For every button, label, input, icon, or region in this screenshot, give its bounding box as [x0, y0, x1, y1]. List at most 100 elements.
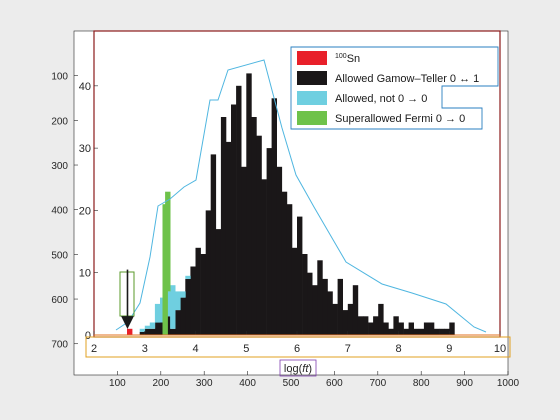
bar-s2-1: [165, 191, 171, 292]
bar-s0-31: [297, 216, 303, 335]
bar-s0-57: [428, 322, 435, 335]
bar-s0-29: [286, 204, 293, 335]
x-tick-label-2: 4: [192, 343, 198, 355]
bar-s0-11: [195, 247, 201, 335]
bar-s0-56: [423, 322, 430, 335]
bar-s0-34: [312, 285, 318, 335]
x2-tick-label-6: 700: [369, 378, 386, 389]
bar-s0-24: [261, 179, 267, 335]
bar-s1-9: [185, 275, 191, 279]
y-tick-label-4: 40: [79, 81, 91, 93]
bar-s0-61: [449, 322, 455, 335]
bar-s0-12: [200, 254, 206, 335]
bar-s0-13: [205, 210, 212, 335]
y2-tick-label-3: 400: [51, 206, 68, 217]
y2-tick-label-5: 600: [51, 295, 68, 306]
bars-layer: [127, 73, 455, 336]
legend-frame: [290, 46, 499, 130]
y2-tick-label-1: 200: [51, 116, 68, 127]
x2-tick-label-5: 600: [326, 378, 343, 389]
bar-s0-23: [256, 135, 262, 335]
legend-swatch-0: [297, 51, 327, 65]
bar-s0-36: [322, 278, 328, 335]
legend: 100Sn Allowed Gamow–Teller 0 ↔ 1 Allowed, …: [290, 46, 499, 130]
x-axis-band: [85, 336, 511, 358]
bar-s0-7: [175, 310, 181, 335]
legend-label-0: 100Sn: [335, 53, 360, 65]
y2-tick-label-6: 700: [51, 340, 68, 351]
x2-tick-label-8: 900: [456, 378, 473, 389]
bar-s0-3: [154, 322, 161, 335]
bar-s0-8: [180, 297, 186, 335]
bar-s0-48: [383, 322, 389, 335]
bar-s0-35: [317, 260, 323, 336]
x2-tick-label-9: 1000: [497, 378, 520, 389]
bar-s0-44: [363, 316, 369, 335]
bar-s1-7: [175, 291, 181, 311]
bar-s0-26: [271, 98, 277, 335]
legend-label-2: Allowed, not 0 → 0: [335, 93, 427, 105]
bar-s0-16: [220, 117, 227, 335]
bar-s0-52: [403, 328, 409, 335]
bar-s0-37: [327, 291, 333, 335]
y2-tick-label-4: 500: [51, 250, 68, 261]
x2-tick-label-4: 500: [283, 378, 300, 389]
bar-s0-33: [307, 272, 313, 335]
bar-s0-39: [337, 278, 343, 335]
bar-s0-42: [352, 285, 359, 335]
bar-s1-0: [139, 328, 146, 332]
bar-s0-47: [378, 303, 384, 335]
bar-s0-2: [149, 328, 156, 335]
legend-swatch-3: [297, 111, 327, 125]
x-tick-label-1: 3: [142, 343, 148, 355]
bar-s0-54: [413, 328, 420, 335]
bar-s1-8: [180, 291, 186, 298]
bar-s0-60: [444, 328, 450, 335]
bar-s0-19: [236, 85, 242, 335]
bar-s0-1: [144, 328, 151, 335]
y2-tick-label-2: 300: [51, 161, 68, 172]
y-tick-label-2: 20: [79, 205, 91, 217]
bar-s0-53: [408, 322, 414, 335]
bar-s0-21: [246, 73, 252, 336]
x2-tick-label-7: 800: [413, 378, 430, 389]
legend-swatch-2: [297, 91, 327, 105]
bar-s0-22: [251, 117, 257, 335]
y-tick-label-1: 10: [79, 268, 91, 280]
bar-s1-6: [170, 285, 176, 329]
bar-s3-0: [127, 328, 133, 335]
bar-s0-0: [139, 331, 146, 335]
x-axis-label: log(ft): [284, 363, 312, 375]
bar-s1-3: [154, 303, 161, 323]
x2-tick-label-0: 100: [109, 378, 126, 389]
bar-s0-46: [373, 316, 379, 335]
bar-s0-49: [388, 328, 394, 335]
bar-s0-20: [241, 166, 247, 335]
bar-s0-28: [281, 191, 288, 335]
bar-s0-18: [231, 104, 237, 335]
x-tick-label-0: 2: [91, 343, 97, 355]
x-tick-label-7: 9: [446, 343, 452, 355]
y-tick-label-0: 0: [85, 330, 91, 342]
bar-s0-17: [225, 141, 232, 335]
bar-s1-2: [149, 322, 156, 329]
x2-tick-label-1: 200: [152, 378, 169, 389]
bar-s0-38: [332, 303, 338, 335]
bar-s0-59: [439, 328, 445, 335]
bar-s0-15: [215, 229, 222, 335]
bar-s0-10: [190, 266, 196, 335]
envelope-outline: [115, 59, 487, 333]
bar-s0-9: [185, 278, 191, 335]
bar-s1-1: [144, 325, 151, 329]
y-tick-label-3: 30: [79, 143, 91, 155]
x2-tick-label-3: 400: [239, 378, 256, 389]
bar-s0-41: [347, 303, 354, 335]
bar-s0-6: [170, 328, 176, 335]
bar-s0-51: [398, 322, 404, 335]
bar-s0-25: [266, 148, 272, 335]
bar-s0-55: [418, 328, 425, 335]
legend-label-1: Allowed Gamow–Teller 0 ↔ 1: [335, 73, 479, 85]
bar-s0-45: [368, 322, 374, 335]
